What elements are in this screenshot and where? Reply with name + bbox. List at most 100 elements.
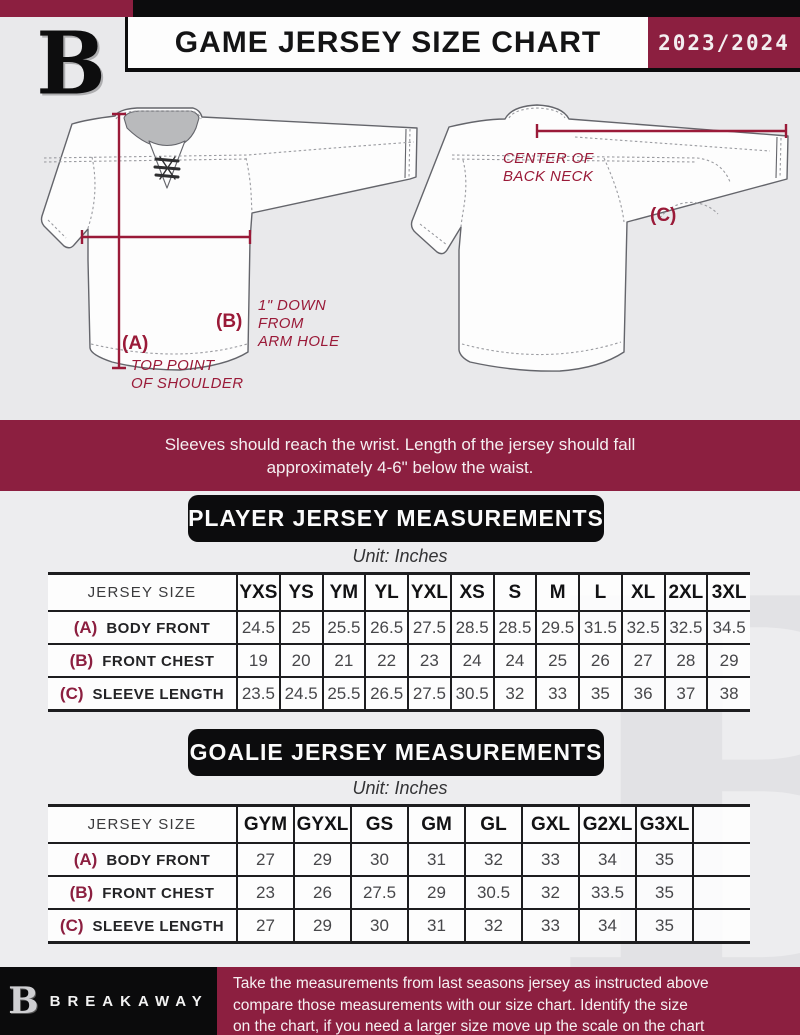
measurement-cell: 32.5: [620, 611, 665, 644]
player-unit-label: Unit: Inches: [352, 546, 448, 566]
measurement-cell: 34.5: [706, 611, 750, 644]
season-text: 2023/2024: [658, 30, 790, 55]
measurement-lines: [80, 112, 788, 370]
measurement-cell: 27.5: [350, 876, 408, 909]
player-section-title-pill: PLAYER JERSEY MEASUREMENTS: [188, 495, 604, 542]
measurement-cell: 24.5: [278, 677, 323, 711]
row-label: (B) FRONT CHEST: [48, 876, 237, 909]
row-label: (A) BODY FRONT: [48, 843, 237, 876]
measurement-cell: 33: [521, 909, 579, 943]
measurement-cell: 35: [635, 843, 693, 876]
size-header-cell: L: [578, 573, 622, 611]
size-header-cell: 3XL: [706, 573, 750, 611]
brand-logo: B: [18, 16, 124, 112]
row-label: (C) SLEEVE LENGTH: [48, 677, 237, 711]
measurement-cell: 38: [706, 677, 750, 711]
measurement-cell: 22: [364, 644, 408, 677]
goalie-size-table: JERSEY SIZE GYM GYXL GS GM GL GXL G2XL G3XL (A) BO…: [48, 804, 750, 944]
size-header-cell: GXL: [521, 805, 579, 843]
back-jersey-illustration: [410, 104, 789, 372]
measurement-cell: 33: [521, 843, 579, 876]
measurement-cell: 29.5: [535, 611, 579, 644]
table-row: (B) FRONT CHEST 23 26 27.5 29 30.5 32 33.5 35: [48, 876, 750, 909]
measurement-cell: 27.5: [407, 611, 451, 644]
footer-brand-panel: B BREAKAWAY: [0, 967, 217, 1035]
player-section-title: PLAYER JERSEY MEASUREMENTS: [188, 505, 604, 531]
measurement-cell: 24: [492, 644, 537, 677]
measurement-cell: 27: [236, 909, 294, 943]
measurement-cell: 27.5: [407, 677, 451, 711]
measurement-cell: 35: [578, 677, 622, 711]
table-row: (C) SLEEVE LENGTH 27 29 30 31 32 33 34 35: [48, 909, 750, 943]
size-header-cell: YL: [364, 573, 408, 611]
footer-brand-name: BREAKAWAY: [49, 992, 209, 1010]
measurement-cell: 25: [278, 611, 323, 644]
measurement-cell: 30.5: [464, 876, 522, 909]
table-row: (A) BODY FRONT 24.5 25 25.5 26.5 27.5 28.5 28.5 2…: [48, 611, 750, 644]
measurement-cell: 35: [635, 876, 693, 909]
size-header-cell: YM: [321, 573, 366, 611]
measurement-cell: 29: [293, 843, 351, 876]
measurement-cell: 26: [293, 876, 351, 909]
measurement-cell: 32: [464, 843, 522, 876]
table-row: (B) FRONT CHEST 19 20 21 22 23 24 24 25 26 27 28 29: [48, 644, 750, 677]
measurement-cell: 34: [578, 909, 636, 943]
measurement-cell: [692, 909, 750, 943]
measurement-cell: 31.5: [578, 611, 622, 644]
measurement-cell: 32.5: [663, 611, 708, 644]
measurement-cell: 23.5: [236, 677, 280, 711]
size-header-cell: S: [492, 573, 537, 611]
measurement-cell: 27: [620, 644, 665, 677]
measurement-cell: 27: [236, 843, 294, 876]
measurement-cell: 21: [321, 644, 366, 677]
measurement-cell: 20: [278, 644, 323, 677]
measurement-cell: 30: [350, 843, 408, 876]
jersey-size-corner-header: JERSEY SIZE: [48, 805, 237, 843]
measurement-cell: 33: [535, 677, 579, 711]
size-header-cell: M: [535, 573, 579, 611]
measurement-cell: 33.5: [578, 876, 636, 909]
size-header-cell: G2XL: [578, 805, 636, 843]
measurement-line-a: [112, 112, 126, 370]
size-header-cell: GYM: [236, 805, 294, 843]
measurement-line-b: [80, 230, 252, 244]
measurement-cell: [692, 843, 750, 876]
table-row: (C) SLEEVE LENGTH 23.5 24.5 25.5 26.5 27.5 30.5…: [48, 677, 750, 711]
page-title: GAME JERSEY SIZE CHART: [174, 25, 602, 59]
size-header-cell: GM: [407, 805, 465, 843]
footer-note-text: Take the measurements from last seasons …: [233, 975, 709, 1035]
fit-notice-banner: Sleeves should reach the wrist. Length o…: [0, 420, 800, 491]
measurement-cell: 30: [350, 909, 408, 943]
measurement-cell: 31: [407, 843, 465, 876]
measurement-cell: 29: [706, 644, 750, 677]
measurement-cell: 26: [578, 644, 622, 677]
footer-brand-logo-letter: B: [8, 980, 39, 1022]
size-header-cell: YS: [278, 573, 323, 611]
measurement-line-c: [535, 124, 788, 138]
size-header-cell: [692, 805, 750, 843]
size-header-cell: GS: [350, 805, 408, 843]
front-label-b: (B): [216, 311, 243, 332]
measurement-cell: 31: [407, 909, 465, 943]
measurement-cell: 23: [407, 644, 451, 677]
row-label: (C) SLEEVE LENGTH: [48, 909, 237, 943]
size-header-cell: GYXL: [293, 805, 351, 843]
jersey-size-corner-header: JERSEY SIZE: [48, 573, 237, 611]
measurement-cell: 26.5: [364, 611, 408, 644]
table-row: (A) BODY FRONT 27 29 30 31 32 33 34 35: [48, 843, 750, 876]
measurement-cell: 30.5: [449, 677, 494, 711]
size-header-cell: YXS: [236, 573, 280, 611]
measurement-cell: 28.5: [492, 611, 537, 644]
size-header-cell: YXL: [407, 573, 451, 611]
player-size-table: JERSEY SIZE YXS YS YM YL YXL XS S M L XL 2XL 3XL (A) B…: [48, 572, 750, 712]
jersey-diagram: [40, 104, 789, 372]
front-caption-b: 1" DOWN FROM ARM HOLE: [258, 297, 340, 350]
brand-logo-letter: B: [36, 13, 106, 115]
measurement-cell: 29: [293, 909, 351, 943]
measurement-cell: 32: [464, 909, 522, 943]
size-header-cell: XL: [620, 573, 665, 611]
measurement-cell: 36: [620, 677, 665, 711]
footer: B BREAKAWAY Take the measurements from l…: [0, 967, 800, 1035]
season-badge: 2023/2024: [648, 17, 800, 68]
